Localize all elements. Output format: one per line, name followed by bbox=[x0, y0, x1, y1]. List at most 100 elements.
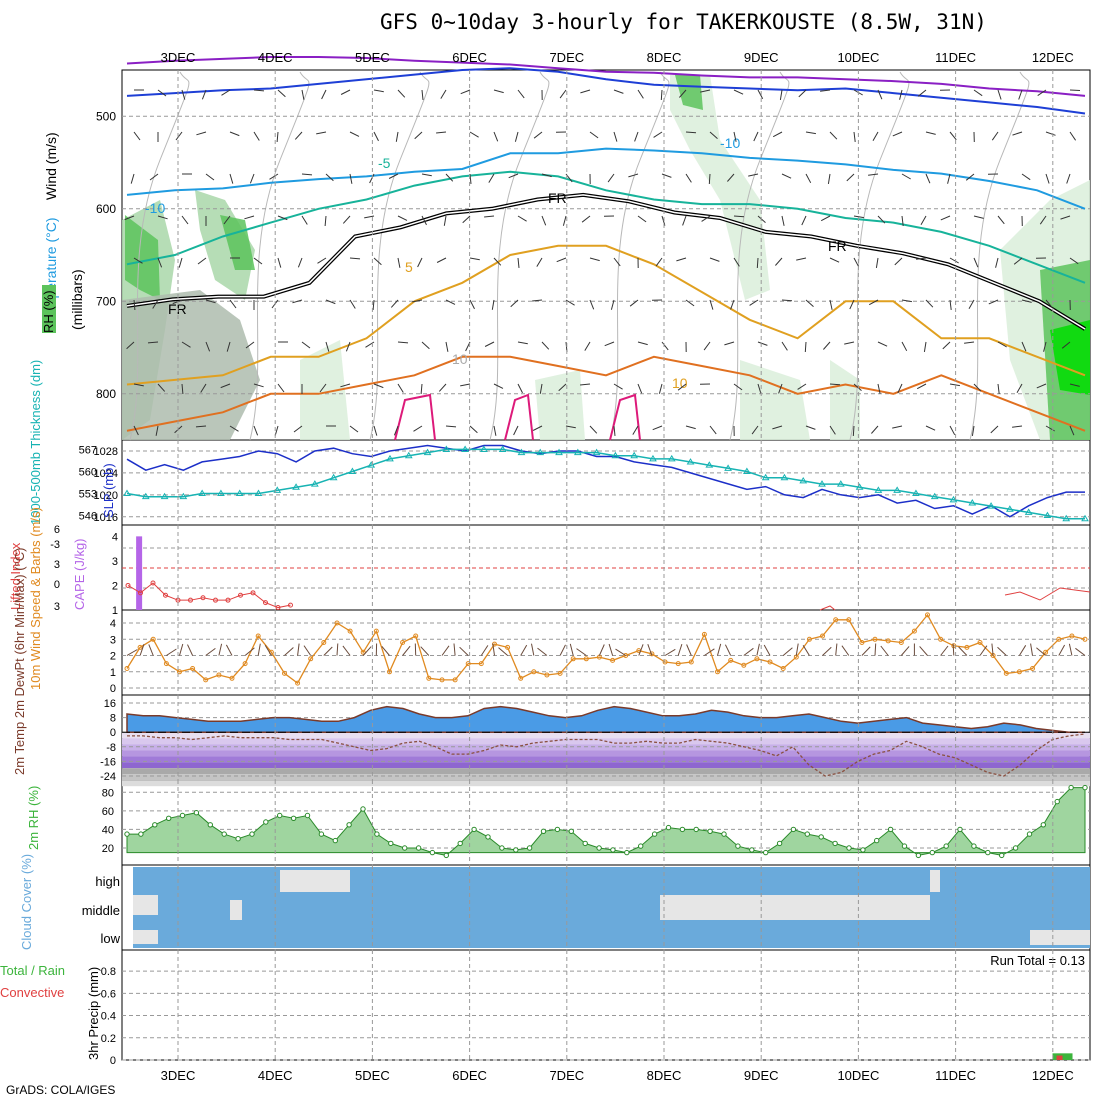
cloud-gap-0 bbox=[280, 870, 350, 892]
wind-barb bbox=[292, 299, 303, 304]
wind-tick: 2 bbox=[110, 651, 116, 663]
wind-barb bbox=[229, 173, 234, 184]
wind-barb bbox=[1066, 173, 1071, 184]
wind-barb bbox=[205, 341, 211, 352]
wind-barb bbox=[748, 173, 759, 177]
x-tick-bottom-7DEC: 7DEC bbox=[549, 1068, 584, 1083]
wind-barb-10m bbox=[795, 643, 799, 656]
rh2m-marker bbox=[332, 837, 338, 844]
wind-tick: 3 bbox=[110, 634, 116, 646]
wind-speed-marker bbox=[137, 644, 143, 650]
wind-barb bbox=[947, 173, 951, 184]
wind-barb bbox=[925, 425, 936, 431]
thickness-marker bbox=[179, 492, 188, 500]
wind-barb bbox=[365, 341, 375, 348]
wind-barb bbox=[655, 257, 663, 267]
wind-barb bbox=[853, 257, 860, 268]
wind-barb bbox=[613, 425, 616, 436]
wind-barb bbox=[488, 173, 495, 183]
wind-barb bbox=[920, 215, 927, 225]
wind-barb bbox=[589, 257, 600, 262]
thickness-marker bbox=[1005, 505, 1014, 512]
wind-barb bbox=[349, 131, 360, 137]
wind-barb bbox=[829, 383, 841, 386]
wind-barb bbox=[440, 89, 447, 99]
wind-barb bbox=[997, 383, 1000, 394]
wind-barb bbox=[997, 89, 1002, 100]
lifted-index-marker bbox=[213, 597, 218, 603]
wind-barb bbox=[727, 173, 735, 182]
wind-barb-10m bbox=[453, 643, 456, 656]
rh2m-marker bbox=[1026, 831, 1033, 837]
wind-barb-10m bbox=[782, 647, 793, 656]
rh2m-marker bbox=[665, 824, 672, 831]
cloud-gap-3 bbox=[133, 895, 158, 915]
precip-legend-convective: Convective bbox=[0, 985, 64, 1000]
wind-speed-marker bbox=[544, 672, 550, 678]
x-tick-top-11DEC: 11DEC bbox=[935, 50, 976, 65]
wind-barb bbox=[852, 425, 855, 437]
wind-barb bbox=[1036, 383, 1047, 389]
slp-tick: 1016 bbox=[94, 512, 118, 524]
wind-barb bbox=[175, 131, 183, 141]
x-tick-bottom-11DEC: 11DEC bbox=[935, 1068, 976, 1083]
wind-barb bbox=[632, 425, 639, 435]
wind-barb bbox=[1045, 299, 1053, 309]
wind-barb bbox=[412, 299, 423, 303]
wind-speed-marker bbox=[570, 656, 576, 662]
wind-barb bbox=[778, 383, 783, 394]
cape-bar bbox=[136, 536, 143, 610]
wind-barb bbox=[517, 89, 525, 99]
rh-shade-9 bbox=[1050, 320, 1090, 395]
thickness-tick: 546 bbox=[79, 511, 97, 523]
temp-contour-6 bbox=[126, 355, 1086, 432]
wind-barb-10m bbox=[615, 648, 626, 656]
wind-barb-10m bbox=[297, 643, 300, 656]
wind-barb-10m bbox=[952, 643, 955, 656]
wind-barb bbox=[901, 173, 911, 180]
wind-speed-marker bbox=[610, 657, 616, 663]
wind-barb bbox=[653, 131, 663, 138]
thickness-line bbox=[126, 448, 1085, 520]
panel-frame-ua bbox=[121, 69, 1091, 441]
wind-barb bbox=[925, 173, 931, 184]
wind-barb bbox=[901, 299, 912, 303]
wind-barb bbox=[195, 425, 207, 428]
rh2m-marker bbox=[193, 810, 200, 816]
wind-barb bbox=[756, 257, 759, 269]
wind-barb bbox=[925, 299, 934, 308]
wind-barb-10m bbox=[244, 647, 255, 656]
wind-barb bbox=[757, 215, 766, 223]
wind-barb bbox=[973, 257, 979, 268]
lifted-index-tick: 6 bbox=[54, 524, 60, 536]
wind-barb bbox=[1069, 257, 1079, 265]
wind-barb bbox=[580, 383, 591, 386]
x-tick-top-7DEC: 7DEC bbox=[549, 50, 584, 65]
wind-barb-10m bbox=[835, 643, 838, 656]
wind-barb bbox=[541, 215, 547, 226]
rh2m-marker bbox=[874, 837, 880, 844]
wind-barb bbox=[397, 89, 406, 98]
wind-barb bbox=[940, 215, 951, 221]
wind-barb bbox=[827, 173, 831, 184]
wind-barb bbox=[829, 131, 838, 140]
wind-barb bbox=[220, 383, 231, 389]
temp-contour-15-0 bbox=[394, 393, 436, 441]
thickness-marker bbox=[780, 473, 789, 481]
wind-barb bbox=[133, 257, 143, 264]
wind-barb bbox=[133, 425, 139, 436]
wind-barb bbox=[558, 383, 567, 392]
wind-barb bbox=[685, 173, 692, 183]
rh2m-marker bbox=[277, 812, 283, 819]
thickness-marker bbox=[874, 486, 883, 493]
wind-barb bbox=[894, 257, 903, 266]
wind-barb bbox=[325, 173, 334, 182]
wind-barb-10m bbox=[264, 644, 272, 656]
rh-shade-6 bbox=[675, 75, 703, 110]
wind-barb bbox=[342, 215, 351, 224]
lifted-index-marker bbox=[150, 580, 156, 586]
wind-barb-10m bbox=[148, 644, 154, 656]
rh2m-marker bbox=[582, 840, 588, 847]
cape-tick: 2 bbox=[112, 580, 118, 592]
wind-barb bbox=[709, 425, 717, 435]
